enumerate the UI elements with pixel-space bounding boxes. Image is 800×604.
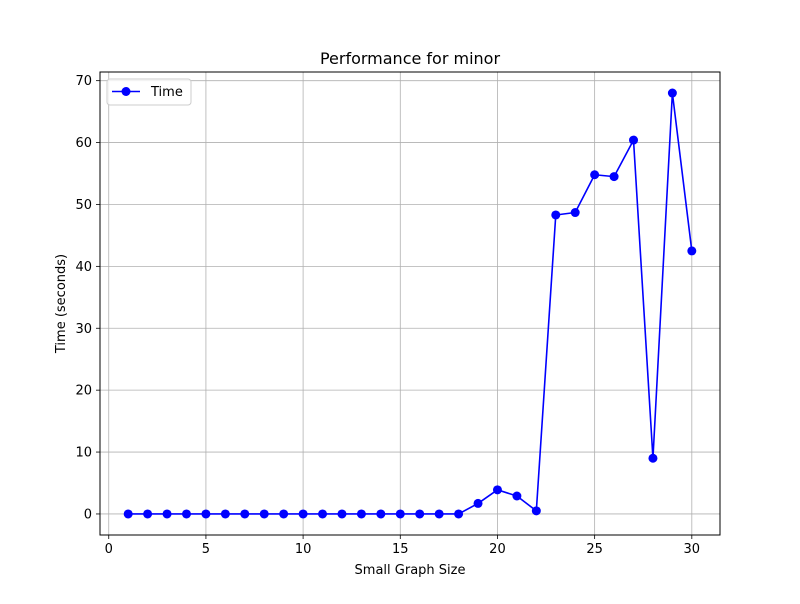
data-point (395, 509, 405, 519)
data-point (181, 509, 191, 519)
data-point (337, 509, 347, 519)
data-point (298, 509, 308, 519)
data-point (454, 509, 464, 519)
y-tick-label: 40 (75, 260, 92, 275)
data-point (376, 509, 386, 519)
data-point (687, 246, 697, 256)
y-tick-label: 30 (75, 322, 92, 337)
y-tick-label: 50 (75, 198, 92, 213)
y-tick-label: 0 (84, 507, 92, 522)
y-tick-label: 60 (75, 136, 92, 151)
data-point (318, 509, 328, 519)
y-axis: 0 10 20 30 40 50 60 70 (75, 74, 100, 522)
y-tick-label: 20 (75, 384, 92, 399)
y-tick-label: 10 (75, 446, 92, 461)
data-point (356, 509, 366, 519)
x-tick-label: 30 (684, 542, 701, 557)
x-tick-label: 15 (392, 542, 409, 557)
series-layer (123, 88, 697, 519)
data-point (220, 509, 230, 519)
legend-label: Time (150, 85, 183, 100)
data-point (492, 485, 502, 495)
data-point (551, 210, 561, 220)
data-point (415, 509, 425, 519)
data-point (201, 509, 211, 519)
data-point (648, 453, 658, 463)
data-point (629, 135, 639, 145)
data-point (162, 509, 172, 519)
legend: Time (106, 78, 192, 106)
y-axis-label: Time (seconds) (54, 254, 69, 354)
x-tick-label: 20 (489, 542, 506, 557)
data-point (531, 506, 541, 516)
data-point (667, 88, 677, 98)
x-tick-label: 0 (105, 542, 113, 557)
x-tick-label: 25 (586, 542, 603, 557)
legend-box (106, 78, 192, 106)
data-point (279, 509, 289, 519)
x-tick-label: 10 (295, 542, 312, 557)
data-point (240, 509, 250, 519)
data-point (609, 172, 619, 182)
legend-marker (121, 87, 131, 96)
x-tick-label: 5 (202, 542, 210, 557)
data-point (123, 509, 133, 519)
chart-title: Performance for minor (320, 49, 501, 68)
x-axis: 0 5 10 15 20 25 30 (105, 535, 700, 557)
x-axis-label: Small Graph Size (355, 563, 466, 578)
plot-frame (99, 71, 721, 536)
data-point (512, 491, 522, 501)
data-point (590, 170, 600, 180)
y-tick-label: 70 (75, 74, 92, 89)
data-point (473, 498, 483, 508)
data-point (143, 509, 153, 519)
data-point (434, 509, 444, 519)
data-point (259, 509, 269, 519)
data-point (570, 208, 580, 218)
